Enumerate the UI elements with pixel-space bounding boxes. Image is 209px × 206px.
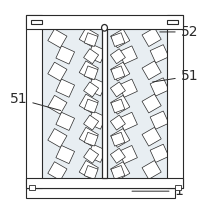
Polygon shape: [111, 29, 130, 48]
Text: 52: 52: [160, 25, 198, 39]
Bar: [31, 20, 42, 25]
Polygon shape: [79, 160, 98, 179]
Polygon shape: [111, 33, 125, 47]
Polygon shape: [111, 62, 130, 81]
Polygon shape: [84, 148, 99, 163]
Polygon shape: [84, 115, 99, 130]
Polygon shape: [84, 132, 98, 146]
Polygon shape: [87, 78, 106, 96]
Polygon shape: [111, 165, 125, 179]
Polygon shape: [119, 46, 137, 64]
Polygon shape: [150, 45, 169, 63]
Polygon shape: [48, 95, 67, 114]
Polygon shape: [48, 162, 67, 180]
Polygon shape: [56, 145, 75, 164]
Bar: [175, 185, 181, 190]
Polygon shape: [150, 111, 169, 129]
Polygon shape: [150, 78, 169, 96]
Polygon shape: [79, 28, 98, 47]
Polygon shape: [142, 94, 161, 113]
Polygon shape: [87, 45, 106, 63]
Polygon shape: [111, 66, 125, 80]
Text: 51: 51: [153, 69, 198, 83]
Polygon shape: [87, 144, 106, 162]
Bar: [26, 15, 42, 188]
Polygon shape: [142, 127, 161, 146]
Polygon shape: [56, 46, 75, 64]
Bar: [42, 29, 167, 178]
Polygon shape: [79, 61, 98, 80]
Polygon shape: [84, 99, 98, 113]
Polygon shape: [111, 129, 130, 147]
Bar: [26, 188, 175, 198]
Polygon shape: [111, 162, 130, 180]
Polygon shape: [87, 111, 106, 129]
Ellipse shape: [102, 25, 107, 31]
Polygon shape: [56, 112, 75, 130]
Bar: [167, 15, 183, 188]
Polygon shape: [84, 66, 98, 80]
Polygon shape: [119, 145, 137, 164]
Polygon shape: [79, 94, 98, 113]
Polygon shape: [142, 160, 161, 179]
Polygon shape: [110, 115, 125, 130]
Polygon shape: [119, 112, 137, 130]
Polygon shape: [84, 82, 99, 97]
Polygon shape: [110, 82, 125, 97]
Polygon shape: [84, 49, 99, 64]
Polygon shape: [110, 148, 125, 163]
Polygon shape: [142, 61, 161, 80]
Polygon shape: [150, 144, 169, 162]
Polygon shape: [111, 95, 130, 114]
Polygon shape: [119, 79, 137, 97]
Polygon shape: [79, 127, 98, 146]
Bar: [167, 20, 178, 25]
Bar: [102, 29, 107, 178]
Text: 51: 51: [10, 92, 61, 110]
Polygon shape: [84, 33, 98, 47]
Polygon shape: [48, 62, 67, 81]
Bar: [26, 15, 183, 29]
Bar: [29, 185, 35, 190]
Bar: [26, 178, 183, 188]
Polygon shape: [110, 49, 125, 64]
Polygon shape: [84, 165, 98, 179]
Polygon shape: [142, 28, 161, 47]
Polygon shape: [111, 132, 125, 146]
Polygon shape: [48, 29, 67, 48]
Polygon shape: [56, 79, 75, 97]
Polygon shape: [111, 99, 125, 113]
Polygon shape: [48, 129, 67, 147]
Text: 1: 1: [132, 184, 184, 198]
